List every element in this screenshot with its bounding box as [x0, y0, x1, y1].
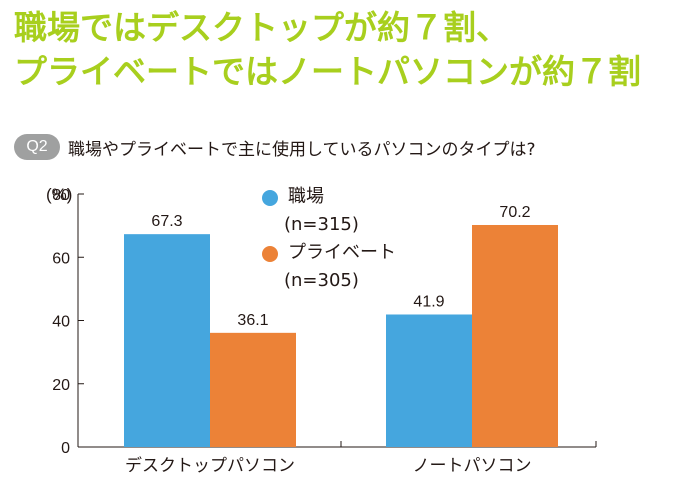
legend-n-work: (n=315)	[284, 214, 359, 235]
y-tick-label: 40	[52, 314, 70, 331]
bar	[472, 224, 558, 447]
question-row: Q2 職場やプライベートで主に使用しているパソコンのタイプは?	[14, 133, 536, 161]
question-badge: Q2	[14, 134, 60, 160]
x-category-label: デスクトップパソコン	[125, 455, 295, 476]
data-label: 36.1	[237, 312, 268, 329]
bar-chart: (%) 0 20 40 60 80 67.3 36.1 デスクトップパソコン 41.9 70.2 ノ…	[0, 170, 690, 493]
legend-n-private: (n=305)	[284, 270, 359, 291]
data-label: 70.2	[499, 204, 530, 221]
legend-label-work: 職場	[288, 186, 324, 207]
legend-swatch-work	[262, 190, 278, 206]
data-label: 41.9	[413, 293, 444, 310]
headline-line-1: 職場ではデスクトップが約７割、	[14, 8, 509, 47]
bar	[386, 314, 472, 447]
data-label: 67.3	[151, 213, 182, 230]
chart-canvas: (%) 0 20 40 60 80 67.3 36.1 デスクトップパソコン 41.9 70.2 ノ…	[46, 185, 597, 476]
bar	[210, 332, 296, 447]
question-text: 職場やプライベートで主に使用しているパソコンのタイプは?	[68, 139, 536, 160]
headline-line-2: プライベートではノートパソコンが約７割	[14, 52, 641, 91]
bar	[124, 234, 210, 447]
y-tick-label: 80	[52, 187, 70, 204]
headline: 職場ではデスクトップが約７割、 プライベートではノートパソコンが約７割	[14, 6, 684, 94]
y-tick-label: 20	[52, 377, 70, 394]
y-axis-unit-label: (%)	[46, 185, 72, 204]
legend-swatch-private	[262, 246, 278, 262]
y-tick-label: 0	[61, 440, 70, 457]
legend-label-private: プライベート	[288, 242, 396, 263]
x-category-label: ノートパソコン	[413, 456, 532, 476]
y-tick-label: 60	[52, 250, 70, 267]
